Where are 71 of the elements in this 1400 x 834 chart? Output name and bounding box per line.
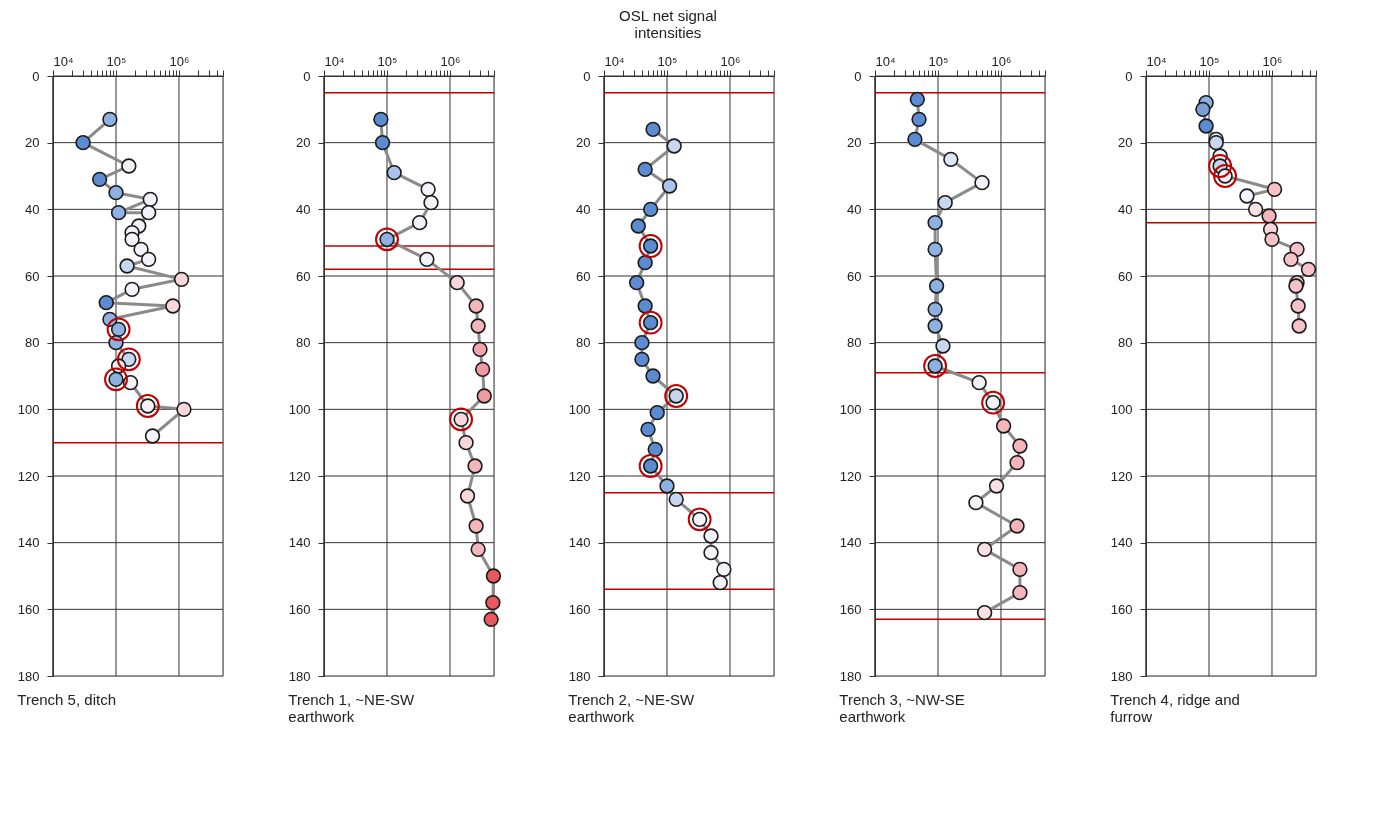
y-tick-label: 180 <box>17 668 40 684</box>
x-tick-label: 10⁵ <box>657 53 678 69</box>
y-tick-label: 40 <box>1118 201 1133 217</box>
y-tick-label: 80 <box>296 335 311 351</box>
y-tick-label: 20 <box>847 135 862 151</box>
x-tick-label: 10⁶ <box>991 53 1012 69</box>
x-tick-label: 10⁵ <box>377 53 398 69</box>
y-tick-label: 0 <box>854 68 862 84</box>
y-tick-label: 0 <box>583 68 591 84</box>
y-tick-label: 120 <box>568 468 591 484</box>
x-tick-label: 10⁴ <box>604 53 625 69</box>
y-tick-label: 0 <box>303 68 311 84</box>
y-tick-label: 180 <box>1110 668 1133 684</box>
y-tick-label: 80 <box>1118 335 1133 351</box>
x-axis-title: Trench 2, ~NE-SW earthwork <box>568 691 695 725</box>
y-tick-label: 40 <box>296 201 311 217</box>
y-tick-label: 140 <box>288 535 311 551</box>
y-tick-label: 0 <box>32 68 40 84</box>
y-tick-label: 0 <box>1125 68 1133 84</box>
y-tick-label: 20 <box>1118 135 1133 151</box>
y-tick-label: 20 <box>576 135 591 151</box>
y-tick-label: 120 <box>288 468 311 484</box>
y-tick-label: 60 <box>576 268 591 284</box>
chart-title: OSL net signal intensities <box>619 6 717 41</box>
y-tick-label: 120 <box>1110 468 1133 484</box>
y-tick-label: 140 <box>568 535 591 551</box>
y-tick-label: 160 <box>17 601 40 617</box>
x-tick-label: 10⁶ <box>440 53 461 69</box>
y-tick-label: 40 <box>576 201 591 217</box>
y-tick-label: 120 <box>839 468 862 484</box>
y-tick-label: 20 <box>25 135 40 151</box>
y-tick-label: 140 <box>17 535 40 551</box>
x-axis-title: Trench 3, ~NW-SE earthwork <box>839 691 965 725</box>
y-tick-label: 60 <box>1118 268 1133 284</box>
y-tick-label: 160 <box>839 601 862 617</box>
y-tick-label: 100 <box>288 401 311 417</box>
y-tick-label: 160 <box>568 601 591 617</box>
y-tick-label: 180 <box>839 668 862 684</box>
y-tick-label: 100 <box>839 401 862 417</box>
y-tick-label: 60 <box>25 268 40 284</box>
y-tick-label: 140 <box>839 535 862 551</box>
x-tick-label: 10⁵ <box>106 53 127 69</box>
y-tick-label: 120 <box>17 468 40 484</box>
y-tick-label: 100 <box>1110 401 1133 417</box>
x-axis-title: Trench 1, ~NE-SW earthwork <box>288 691 415 725</box>
y-tick-label: 80 <box>847 335 862 351</box>
y-tick-label: 40 <box>847 201 862 217</box>
y-tick-label: 100 <box>568 401 591 417</box>
y-tick-label: 40 <box>25 201 40 217</box>
y-tick-label: 180 <box>568 668 591 684</box>
x-axis-title: Trench 4, ridge and furrow <box>1110 691 1240 725</box>
x-tick-label: 10⁴ <box>1146 53 1167 69</box>
y-tick-label: 160 <box>1110 601 1133 617</box>
x-tick-label: 10⁶ <box>1262 53 1283 69</box>
x-tick-label: 10⁴ <box>324 53 345 69</box>
x-axis-title: Trench 5, ditch <box>17 691 116 708</box>
x-tick-label: 10⁵ <box>928 53 949 69</box>
y-tick-label: 80 <box>576 335 591 351</box>
y-tick-label: 80 <box>25 335 40 351</box>
x-tick-label: 10⁴ <box>875 53 896 69</box>
y-tick-label: 180 <box>288 668 311 684</box>
x-tick-label: 10⁶ <box>169 53 190 69</box>
y-tick-label: 60 <box>847 268 862 284</box>
y-tick-label: 140 <box>1110 535 1133 551</box>
y-tick-label: 160 <box>288 601 311 617</box>
x-tick-label: 10⁶ <box>720 53 741 69</box>
y-tick-label: 20 <box>296 135 311 151</box>
x-tick-label: 10⁴ <box>53 53 74 69</box>
y-tick-label: 60 <box>296 268 311 284</box>
x-tick-label: 10⁵ <box>1199 53 1220 69</box>
y-tick-label: 100 <box>17 401 40 417</box>
